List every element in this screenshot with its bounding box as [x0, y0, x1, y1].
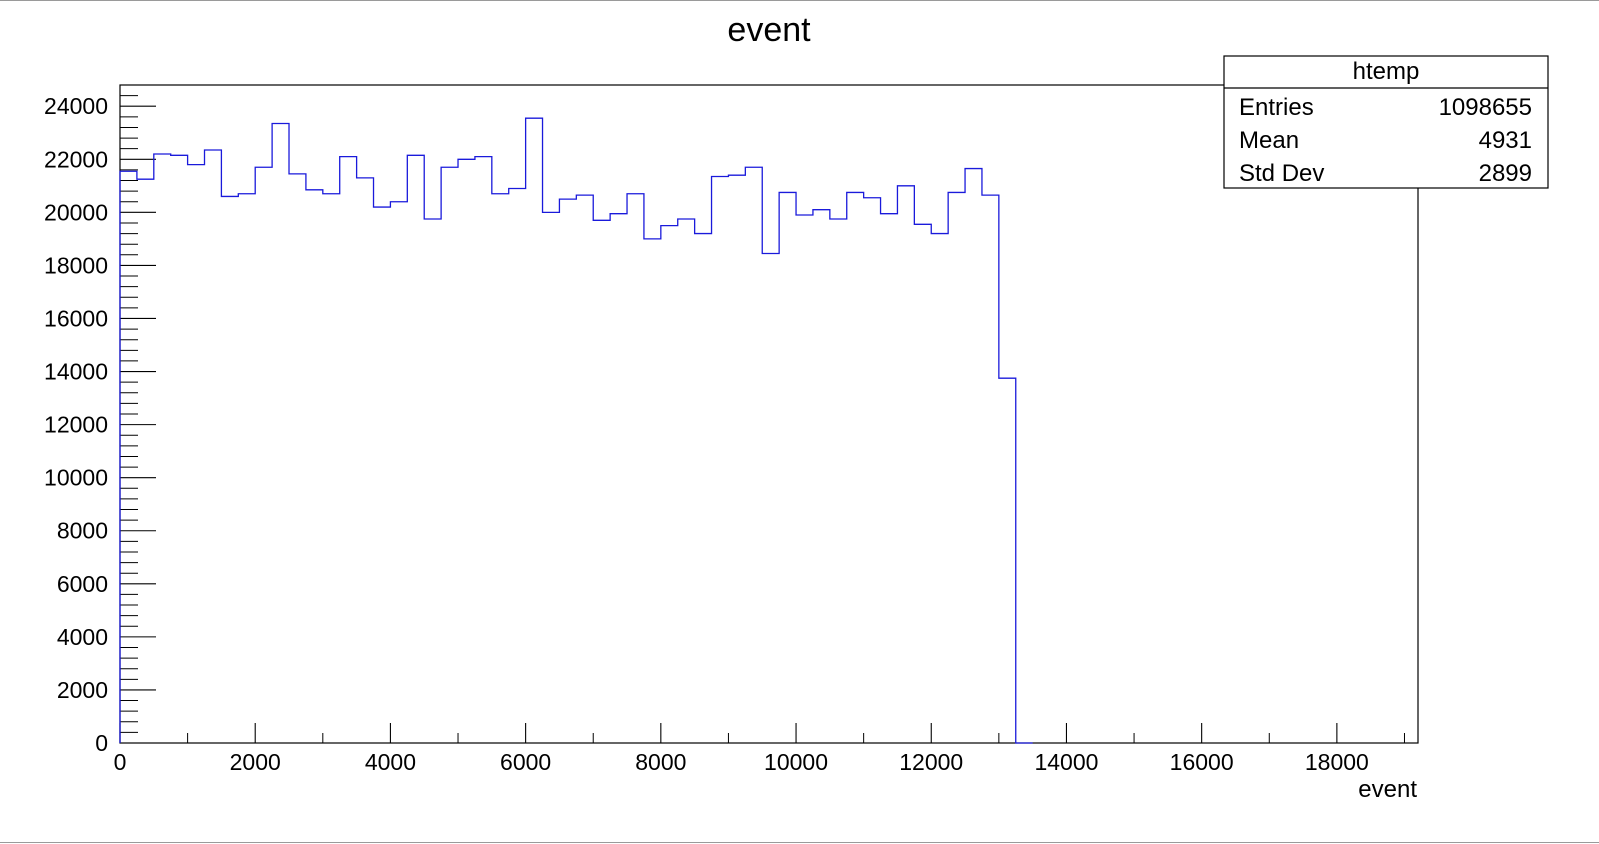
y-tick-label: 6000: [57, 571, 108, 597]
histogram-bin: [272, 123, 289, 743]
histogram-bin: [340, 157, 357, 743]
x-tick-label: 4000: [365, 749, 416, 775]
histogram-bin: [779, 192, 796, 743]
histogram-bin: [931, 234, 948, 743]
histogram-bin: [796, 215, 813, 743]
y-tick-label: 8000: [57, 518, 108, 544]
histogram-bin: [813, 210, 830, 743]
histogram-bin: [543, 212, 560, 743]
y-tick-label: 4000: [57, 624, 108, 650]
histogram-bin: [881, 214, 898, 743]
histogram-bin: [323, 194, 340, 743]
x-tick-label: 18000: [1305, 749, 1369, 775]
histogram-bin: [965, 169, 982, 743]
histogram-bin: [593, 220, 610, 743]
stats-box-title: htemp: [1353, 58, 1420, 85]
histogram-bin: [171, 155, 188, 743]
stats-box-frame: [1223, 55, 1549, 189]
histogram-bin: [728, 175, 745, 743]
histogram-bin: [864, 198, 881, 743]
histogram-bin: [441, 167, 458, 743]
x-tick-label: 6000: [500, 749, 551, 775]
histogram-bin: [205, 150, 222, 743]
y-tick-label: 20000: [44, 199, 108, 225]
x-tick-label: 2000: [230, 749, 281, 775]
histogram-bin: [847, 192, 864, 743]
stats-box: htemp Entries 1098655 Mean 4931 Std Dev …: [1223, 55, 1549, 189]
y-tick-label: 14000: [44, 359, 108, 385]
histogram-bin: [458, 159, 475, 743]
x-tick-label: 8000: [635, 749, 686, 775]
x-tick-label: 14000: [1034, 749, 1098, 775]
histogram-bin: [289, 174, 306, 743]
stats-stddev-value: 2899: [1479, 160, 1532, 187]
histogram-line: [119, 117, 1033, 744]
histogram-bin: [526, 118, 543, 743]
histogram-bin: [357, 178, 374, 743]
y-tick-label: 18000: [44, 252, 108, 278]
stats-mean-value: 4931: [1479, 127, 1532, 154]
stats-stddev-label: Std Dev: [1239, 160, 1324, 187]
histogram-bin: [982, 195, 999, 743]
y-tick-label: 12000: [44, 412, 108, 438]
histogram-bin: [999, 378, 1016, 743]
histogram-bin: [492, 194, 509, 743]
histogram-bin: [948, 192, 965, 743]
histogram-bin: [745, 167, 762, 743]
histogram-bin: [914, 224, 931, 743]
histogram-bin: [154, 154, 171, 743]
histogram-bin: [509, 188, 526, 743]
histogram-bin: [695, 234, 712, 743]
stats-entries-value: 1098655: [1439, 94, 1532, 121]
y-tick-label: 22000: [44, 146, 108, 172]
histogram-bin: [374, 207, 391, 743]
histogram-bin: [188, 165, 205, 743]
y-axis: 0 2000 4000 6000 8000 10000 12000 14000 16000 180…: [44, 84, 156, 756]
histogram-bin: [424, 219, 441, 743]
x-tick-label: 10000: [764, 749, 828, 775]
y-tick-label: 0: [95, 730, 108, 756]
histogram-bin: [576, 195, 593, 743]
stats-entries-label: Entries: [1239, 94, 1314, 121]
histogram-bin: [120, 171, 137, 743]
histogram-bin: [661, 226, 678, 743]
histogram-bin: [390, 202, 407, 743]
histogram-bin: [221, 196, 238, 743]
y-tick-label: 16000: [44, 305, 108, 331]
x-axis-label: event: [1358, 776, 1417, 803]
histogram-bin: [644, 239, 661, 743]
histogram-bin: [407, 155, 424, 743]
x-tick-label: 0: [114, 749, 127, 775]
histogram-bin: [762, 253, 779, 743]
x-tick-label: 12000: [899, 749, 963, 775]
x-tick-label: 16000: [1170, 749, 1234, 775]
y-tick-label: 24000: [44, 93, 108, 119]
histogram-bin: [712, 177, 729, 743]
histogram-bin: [137, 179, 154, 743]
histogram-bin: [255, 167, 272, 743]
y-tick-label: 10000: [44, 465, 108, 491]
histogram-bin: [306, 190, 323, 743]
histogram-bin: [238, 194, 255, 743]
histogram-bin: [610, 214, 627, 743]
y-tick-label: 2000: [57, 677, 108, 703]
histogram-bin: [830, 219, 847, 743]
x-axis: 0 2000 4000 6000 8000 10000 12000 14000 16000 180…: [114, 723, 1405, 775]
histogram-bins: [120, 118, 1016, 743]
histogram-bin: [678, 219, 695, 743]
histogram-bin: [627, 194, 644, 743]
histogram-bin: [897, 186, 914, 743]
histogram-bin: [475, 157, 492, 743]
chart-title: event: [727, 11, 811, 49]
stats-mean-label: Mean: [1239, 127, 1299, 154]
histogram-bin: [559, 199, 576, 743]
